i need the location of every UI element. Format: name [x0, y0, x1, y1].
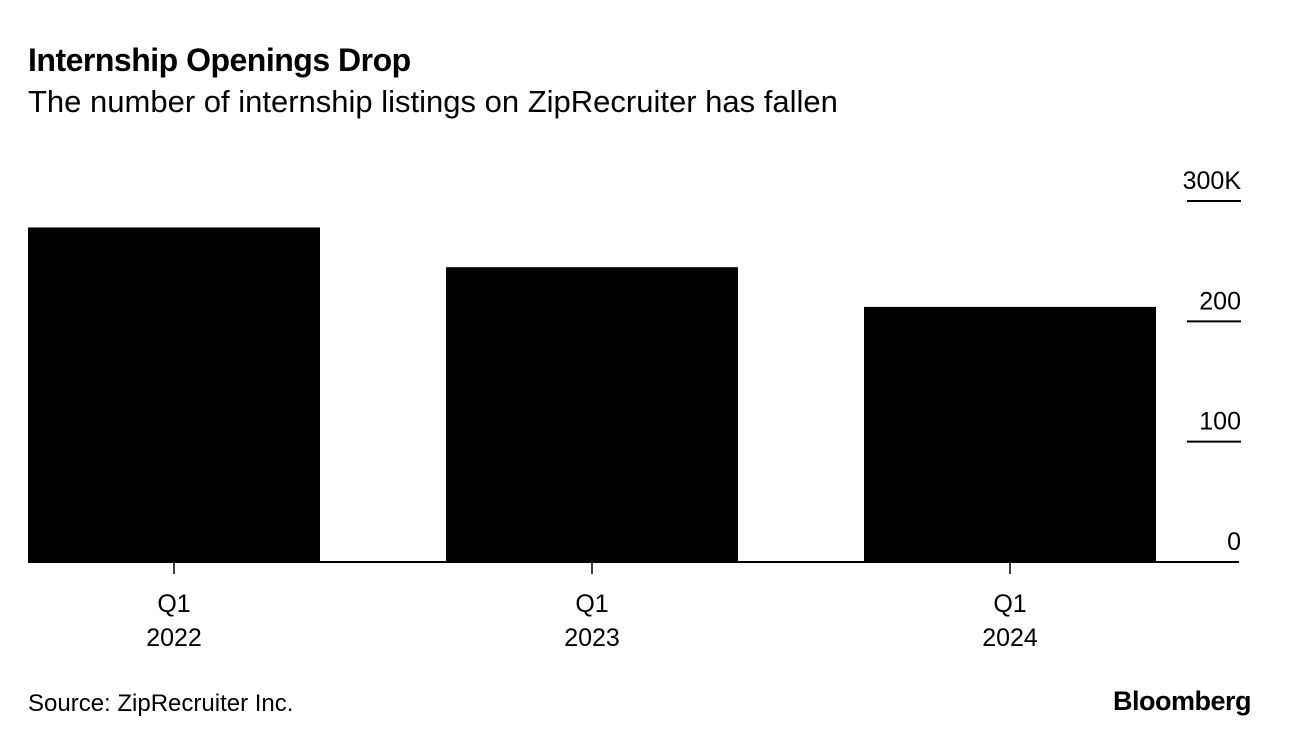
source-note: Source: ZipRecruiter Inc. — [28, 690, 294, 717]
y-tick-label: 0 — [1227, 528, 1241, 556]
bar-Q1-2023 — [446, 267, 738, 562]
x-tick-label-year: 2022 — [146, 624, 202, 652]
x-tick-label-year: 2024 — [982, 624, 1038, 652]
chart-title: Internship Openings Drop — [28, 42, 411, 78]
chart-subtitle: The number of internship listings on Zip… — [28, 84, 838, 119]
y-tick-label: 100 — [1199, 408, 1241, 436]
bloomberg-logo: Bloomberg — [1112, 686, 1252, 716]
y-tick-label: 200 — [1199, 287, 1241, 315]
y-tick-label: 300K — [1183, 167, 1242, 195]
bar-Q1-2022 — [28, 227, 320, 562]
bar-Q1-2024 — [864, 306, 1156, 562]
x-tick-label-year: 2023 — [564, 624, 620, 652]
x-tick-label-quarter: Q1 — [993, 590, 1026, 618]
x-tick-label-quarter: Q1 — [157, 590, 190, 618]
x-tick-label-quarter: Q1 — [575, 590, 608, 618]
